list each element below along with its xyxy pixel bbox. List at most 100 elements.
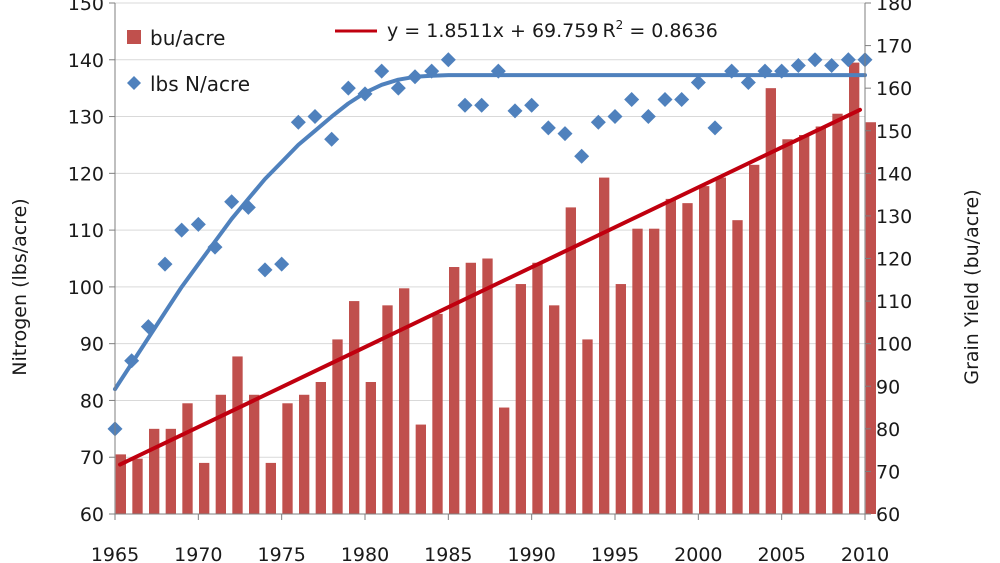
bar-series-yield	[115, 62, 876, 515]
bar	[699, 186, 710, 514]
bar	[499, 407, 510, 514]
bar	[849, 62, 860, 514]
scatter-point	[490, 63, 506, 79]
x-tick-label: 1995	[591, 544, 639, 563]
bar	[132, 458, 143, 514]
scatter-point	[824, 57, 840, 73]
bar	[865, 122, 876, 514]
bar	[315, 381, 326, 514]
left-tick-label: 100	[68, 277, 104, 299]
right-tick-label: 90	[876, 376, 900, 398]
fit-curve	[113, 73, 867, 392]
bar	[215, 394, 226, 514]
bar	[465, 262, 476, 514]
bar	[415, 424, 426, 514]
trendline-formula: y = 1.8511x + 69.759	[387, 20, 598, 42]
legend: bu/acre lbs N/acre	[127, 26, 250, 96]
scatter-point	[840, 52, 856, 68]
bar	[265, 462, 276, 514]
bar	[815, 126, 826, 514]
scatter-point	[407, 69, 423, 85]
scatter-point	[474, 97, 490, 113]
scatter-point	[507, 103, 523, 119]
left-tick-label: 60	[80, 504, 104, 526]
right-tick-label: 150	[876, 121, 912, 143]
scatter-point	[207, 239, 223, 255]
x-tick-label: 2010	[841, 544, 889, 563]
right-tick-label: 110	[876, 291, 912, 313]
bar	[182, 403, 193, 514]
bar	[515, 284, 526, 514]
right-tick-label: 70	[876, 461, 900, 483]
scatter-point	[774, 63, 790, 79]
scatter-point	[274, 256, 290, 272]
legend-swatch-bu-acre	[127, 30, 141, 44]
scatter-point	[807, 52, 823, 68]
scatter-point	[307, 109, 323, 125]
x-tick-label: 1975	[257, 544, 305, 563]
bar	[449, 267, 460, 514]
scatter-point	[607, 109, 623, 125]
x-tick-label: 1970	[174, 544, 222, 563]
scatter-point	[224, 194, 240, 210]
x-tick-label: 1990	[507, 544, 555, 563]
bar	[549, 305, 560, 514]
bar	[749, 164, 760, 515]
bar	[282, 403, 293, 514]
bar	[382, 305, 393, 514]
bar	[732, 220, 743, 515]
bar	[782, 139, 793, 514]
x-tick-label: 1965	[91, 544, 139, 563]
scatter-point	[390, 80, 406, 96]
bar	[165, 428, 176, 514]
scatter-point	[624, 92, 640, 108]
scatter-point	[574, 148, 590, 164]
right-tick-label: 80	[876, 419, 900, 441]
scatter-point	[557, 126, 573, 142]
scatter-point	[707, 120, 723, 136]
scatter-point	[690, 74, 706, 90]
legend-label-lbs-n-acre: lbs N/acre	[150, 72, 250, 96]
bar	[115, 454, 126, 514]
right-tick-label: 60	[876, 504, 900, 526]
bar	[649, 228, 660, 515]
scatter-point	[174, 222, 190, 238]
bar	[199, 462, 210, 514]
right-tick-label: 160	[876, 78, 912, 100]
right-tick-label: 180	[876, 0, 912, 15]
legend-swatch-lbs-n-acre	[127, 76, 141, 90]
right-tick-label: 130	[876, 206, 912, 228]
scatter-point	[424, 63, 440, 79]
scatter-point	[440, 52, 456, 68]
left-tick-label: 110	[68, 220, 104, 242]
bar	[682, 203, 693, 514]
scatter-point	[124, 353, 140, 369]
right-tick-label: 100	[876, 334, 912, 356]
left-tick-label: 80	[80, 390, 104, 412]
right-axis-title: Grain Yield (bu/acre)	[961, 189, 983, 384]
left-axis-ticks: 60 70 80 90 100 110 120 130 140 150	[68, 0, 115, 526]
trendline-legend: y = 1.8511x + 69.759 R2 = 0.8636	[335, 18, 718, 42]
bar	[399, 288, 410, 514]
right-axis-ticks: 60 70 80 90 100 110 120 130 140 150 160 170 180	[865, 0, 912, 526]
scatter-point	[140, 319, 156, 335]
bar	[582, 339, 593, 514]
scatter-point	[290, 114, 306, 130]
bar	[299, 394, 310, 514]
x-tick-label: 1985	[424, 544, 472, 563]
scatter-point	[590, 114, 606, 130]
bar	[249, 394, 260, 514]
scatter-point	[757, 63, 773, 79]
left-tick-label: 120	[68, 163, 104, 185]
left-tick-label: 70	[80, 447, 104, 469]
scatter-point	[540, 120, 556, 136]
scatter-point	[640, 109, 656, 125]
scatter-point	[257, 262, 273, 278]
bar	[432, 313, 443, 514]
legend-label-bu-acre: bu/acre	[150, 26, 225, 50]
bar	[365, 381, 376, 514]
right-tick-label: 120	[876, 249, 912, 271]
bar	[665, 198, 676, 514]
x-tick-label: 1980	[341, 544, 389, 563]
